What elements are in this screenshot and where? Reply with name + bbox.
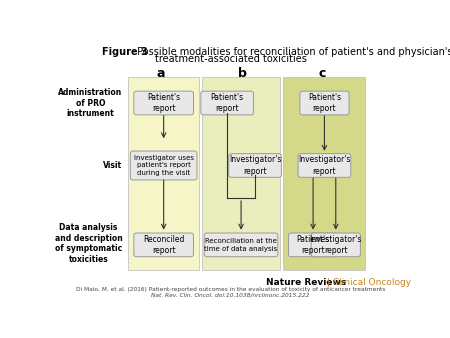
Text: Nature Reviews: Nature Reviews	[266, 278, 346, 287]
FancyBboxPatch shape	[288, 233, 338, 257]
Text: Investigator's
report: Investigator's report	[298, 155, 351, 175]
Text: Patient's
report: Patient's report	[297, 235, 330, 255]
FancyBboxPatch shape	[204, 233, 278, 257]
Text: Reconciled
report: Reconciled report	[143, 235, 184, 255]
FancyBboxPatch shape	[298, 154, 351, 177]
Text: treatment-associated toxicities: treatment-associated toxicities	[155, 54, 306, 64]
FancyBboxPatch shape	[128, 77, 199, 270]
Text: Nat. Rev. Clin. Oncol. doi:10.1038/nrclinonc.2015.222: Nat. Rev. Clin. Oncol. doi:10.1038/nrcli…	[152, 292, 310, 297]
Text: c: c	[318, 67, 326, 79]
FancyBboxPatch shape	[229, 154, 281, 177]
Text: Data analysis
and description
of symptomatic
toxicities: Data analysis and description of symptom…	[55, 223, 122, 264]
Text: Investigator's
report: Investigator's report	[310, 235, 362, 255]
FancyBboxPatch shape	[134, 91, 194, 115]
FancyBboxPatch shape	[311, 233, 360, 257]
FancyBboxPatch shape	[300, 91, 349, 115]
Text: Administration
of PRO
instrument: Administration of PRO instrument	[58, 88, 122, 118]
Text: Possible modalities for reconciliation of patient's and physician's report of sy: Possible modalities for reconciliation o…	[134, 47, 450, 57]
Text: Patient's
report: Patient's report	[211, 93, 244, 113]
Text: b: b	[238, 67, 247, 79]
Text: | Clinical Oncology: | Clinical Oncology	[324, 278, 411, 287]
FancyBboxPatch shape	[130, 151, 197, 180]
FancyBboxPatch shape	[134, 233, 194, 257]
Text: Investigator's
report: Investigator's report	[229, 155, 281, 175]
Text: Figure 3: Figure 3	[102, 47, 147, 57]
Text: Investigator uses
patient's report
during the visit: Investigator uses patient's report durin…	[134, 155, 194, 176]
FancyBboxPatch shape	[202, 77, 280, 270]
Text: Patient's
report: Patient's report	[147, 93, 180, 113]
FancyBboxPatch shape	[201, 91, 253, 115]
Text: a: a	[157, 67, 165, 79]
FancyBboxPatch shape	[284, 77, 365, 270]
Text: Reconciliation at the
time of data analysis: Reconciliation at the time of data analy…	[204, 238, 278, 251]
Text: Patient's
report: Patient's report	[308, 93, 341, 113]
Text: Di Maio, M. et al. (2016) Patient-reported outcomes in the evaluation of toxicit: Di Maio, M. et al. (2016) Patient-report…	[76, 287, 385, 292]
Text: Visit: Visit	[104, 161, 122, 170]
